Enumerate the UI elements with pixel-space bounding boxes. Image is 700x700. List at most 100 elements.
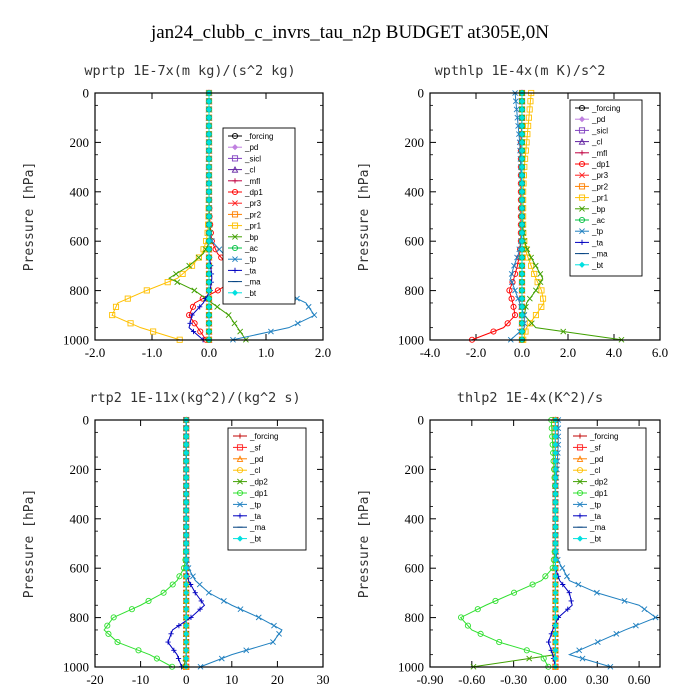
legend-label: _ta bbox=[591, 238, 604, 247]
series-bt bbox=[552, 416, 559, 670]
y-tick-label: 200 bbox=[70, 462, 90, 477]
legend-entry: _pd bbox=[573, 455, 603, 464]
series-bt bbox=[205, 89, 213, 343]
legend-entry: _pr3 bbox=[575, 171, 609, 180]
x-tick-label: 0.0 bbox=[201, 345, 217, 360]
legend-label: _tp bbox=[244, 255, 257, 264]
legend-entry: _ta bbox=[575, 238, 604, 247]
y-tick-label: 600 bbox=[70, 561, 90, 576]
legend-entry: _bt bbox=[573, 535, 602, 544]
legend-label: _forcing bbox=[249, 432, 278, 441]
legend-label: _bt bbox=[589, 535, 602, 544]
legend-box bbox=[222, 127, 296, 305]
legend-label: _mfl bbox=[244, 177, 260, 186]
x-tick-label: 0.00 bbox=[544, 672, 567, 687]
series-line bbox=[471, 420, 556, 668]
legend-label: _pr3 bbox=[244, 199, 262, 208]
panel-title: wprtp 1E-7x(m kg)/(s^2 kg) bbox=[84, 63, 295, 79]
legend-box bbox=[569, 99, 643, 277]
series-line bbox=[471, 93, 523, 341]
legend-label: _bp bbox=[244, 233, 259, 242]
x-tick-label: -10 bbox=[132, 672, 149, 687]
legend-label: _ta bbox=[244, 266, 257, 275]
legend-label: _ac bbox=[591, 216, 605, 225]
legend-label: _pr2 bbox=[591, 182, 609, 191]
legend-entry: _forcing bbox=[228, 132, 273, 141]
panel-title: rtp2 1E-11x(kg^2)/(kg^2 s) bbox=[89, 390, 300, 406]
legend-label: _tp bbox=[249, 500, 262, 509]
y-tick-label: 1000 bbox=[63, 660, 89, 675]
plot-frame bbox=[429, 419, 661, 668]
legend-entry: _bt bbox=[575, 261, 604, 270]
legend: _forcing _pd _sicl _cl _mfl _dp1 _pr3 _pr2 _pr1 _… bbox=[222, 127, 296, 305]
x-tick-label: 6.0 bbox=[652, 345, 668, 360]
chart-panel-3: rtp2 1E-11x(kg^2)/(kg^2 s) Pressure [hPa]… bbox=[22, 390, 330, 687]
plot-frame bbox=[429, 92, 661, 341]
legend-entry: _dp2 bbox=[233, 478, 268, 487]
legend-entry: _bt bbox=[233, 535, 262, 544]
plot-frame bbox=[94, 419, 324, 668]
legend-entry: _sicl bbox=[575, 126, 608, 135]
plot-area bbox=[458, 416, 659, 670]
legend-entry: _pr1 bbox=[575, 194, 609, 203]
y-tick-label: 200 bbox=[70, 135, 90, 150]
x-tick-label: -2.0 bbox=[466, 345, 487, 360]
legend-label: _dp1 bbox=[589, 489, 608, 498]
plot-area bbox=[468, 89, 625, 343]
series-dp2 bbox=[470, 417, 559, 670]
legend-entry: _dp1 bbox=[575, 160, 610, 169]
chart-panel-2: wpthlp 1E-4x(m K)/s^2 Pressure [hPa] 0 200 4… bbox=[357, 63, 668, 360]
y-tick-label: 800 bbox=[405, 283, 425, 298]
legend-entry: _pr1 bbox=[228, 222, 262, 231]
x-tick-label: -1.0 bbox=[142, 345, 163, 360]
legend-label: _ma bbox=[591, 250, 608, 259]
legend: _forcing _sf _pd _cl _dp2 _dp1 _tp _ta _ma _bt bbox=[567, 427, 647, 551]
legend-label: _pr2 bbox=[244, 210, 262, 219]
y-tick-label: 800 bbox=[70, 283, 90, 298]
legend-label: _dp1 bbox=[249, 489, 268, 498]
y-tick-label: 200 bbox=[405, 135, 425, 150]
y-tick-label: 600 bbox=[70, 234, 90, 249]
figure-title: jan24_clubb_c_invrs_tau_n2p BUDGET at305… bbox=[150, 22, 550, 43]
legend-entry: _pd bbox=[228, 143, 258, 152]
legend-entry: _bp bbox=[575, 205, 606, 214]
legend-entry: _forcing bbox=[233, 432, 278, 441]
legend-entry: _tp bbox=[228, 255, 257, 264]
legend-entry: _dp2 bbox=[573, 478, 608, 487]
legend-entry: _pr3 bbox=[228, 199, 262, 208]
x-tick-label: 1.0 bbox=[258, 345, 274, 360]
legend-label: _cl bbox=[591, 138, 602, 147]
panel-title: thlp2 1E-4x(K^2)/s bbox=[457, 390, 603, 406]
legend-label: _ta bbox=[249, 512, 262, 521]
y-tick-label: 400 bbox=[405, 184, 425, 199]
legend-label: _sf bbox=[249, 443, 261, 452]
legend-entry: _pd bbox=[575, 115, 605, 124]
legend-entry: _pd bbox=[233, 455, 263, 464]
legend-label: _ac bbox=[244, 244, 258, 253]
legend-entry: _pr2 bbox=[228, 210, 262, 219]
y-axis-label: Pressure [hPa] bbox=[357, 162, 372, 272]
y-axis-label: Pressure [hPa] bbox=[22, 162, 37, 272]
legend-label: _ma bbox=[244, 278, 261, 287]
legend-label: _forcing bbox=[244, 132, 273, 141]
legend-entry: _cl bbox=[573, 466, 600, 475]
legend-entry: _mfl bbox=[575, 149, 607, 158]
y-tick-label: 200 bbox=[405, 462, 425, 477]
legend-label: _ma bbox=[589, 523, 606, 532]
legend-entry: _dp1 bbox=[228, 188, 263, 197]
legend-entry: _cl bbox=[228, 166, 255, 175]
y-tick-label: 1000 bbox=[63, 333, 89, 348]
chart-panel-4: thlp2 1E-4x(K^2)/s Pressure [hPa] 0 200 400 6… bbox=[357, 390, 661, 687]
legend-entry: _ma bbox=[575, 250, 608, 259]
legend-box bbox=[567, 427, 647, 551]
legend-entry: _ma bbox=[573, 523, 606, 532]
plot-area bbox=[103, 416, 283, 670]
y-axis-label: Pressure [hPa] bbox=[22, 489, 37, 599]
legend: _forcing _pd _sicl _cl _mfl _dp1 _pr3 _pr2 _pr1 _… bbox=[569, 99, 643, 277]
legend-label: _pd bbox=[244, 143, 258, 152]
legend-entry: _cl bbox=[233, 466, 260, 475]
legend-label: _cl bbox=[589, 466, 600, 475]
legend-label: _sicl bbox=[244, 154, 261, 163]
x-tick-label: 0 bbox=[183, 672, 190, 687]
